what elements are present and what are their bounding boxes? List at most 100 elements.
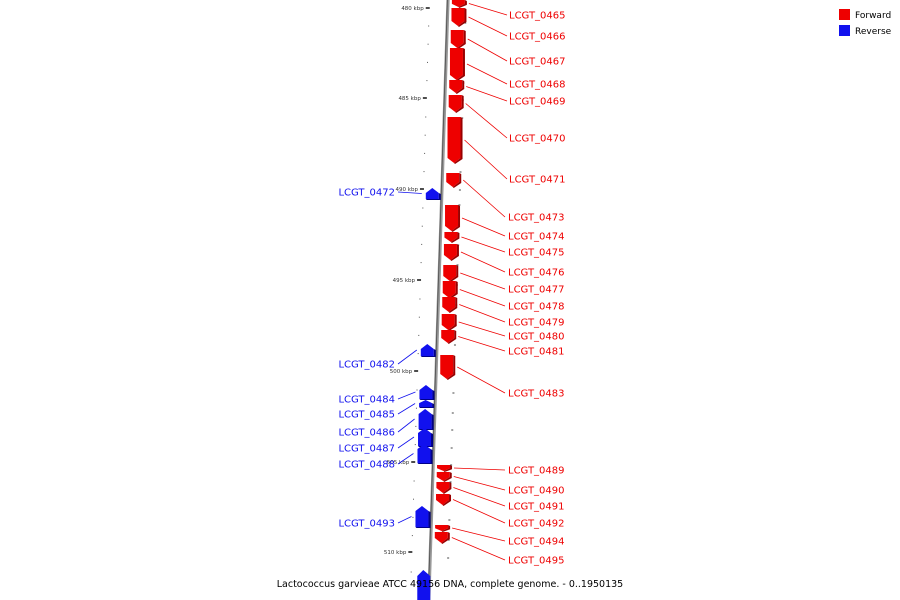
- gene-lcgt_0473[interactable]: [446, 173, 462, 188]
- gene-lcgt_0475[interactable]: [444, 232, 460, 243]
- gene-label-lcgt_0472[interactable]: LCGT_0472: [338, 188, 395, 199]
- forward-gene-arrow[interactable]: [442, 281, 456, 298]
- gene-arrow-shadow: [450, 232, 460, 243]
- gene-label-lcgt_0479[interactable]: LCGT_0479: [508, 318, 565, 329]
- gene-lcgt_0468[interactable]: [449, 48, 465, 81]
- gene-label-lcgt_0495[interactable]: LCGT_0495: [508, 556, 565, 567]
- gene-leader-line: [397, 453, 414, 465]
- gene-label-lcgt_0474[interactable]: LCGT_0474: [508, 232, 565, 243]
- gene-label-lcgt_0493[interactable]: LCGT_0493: [338, 519, 395, 530]
- gene-label-lcgt_0491[interactable]: LCGT_0491: [508, 502, 565, 513]
- forward-gene-arrow[interactable]: [436, 494, 450, 505]
- reverse-gene-arrow[interactable]: [418, 409, 432, 429]
- gene-lcgt_0466[interactable]: [451, 8, 467, 27]
- gene-lcgt_0491[interactable]: [436, 482, 452, 494]
- gene-label-lcgt_0478[interactable]: LCGT_0478: [508, 302, 565, 313]
- gene-label-lcgt_0466[interactable]: LCGT_0466: [509, 32, 566, 43]
- reverse-gene-arrow[interactable]: [425, 188, 439, 199]
- forward-gene-arrow[interactable]: [448, 95, 462, 112]
- forward-gene-arrow[interactable]: [442, 297, 456, 312]
- forward-gene-arrow[interactable]: [444, 232, 458, 242]
- gene-lcgt_0484[interactable]: [419, 385, 435, 400]
- forward-gene-arrow[interactable]: [440, 355, 454, 379]
- gene-lcgt_0495[interactable]: [434, 532, 450, 544]
- gene-label-lcgt_0469[interactable]: LCGT_0469: [509, 97, 566, 108]
- forward-gene-arrow[interactable]: [434, 532, 448, 543]
- gene-lcgt_0478[interactable]: [442, 281, 458, 299]
- forward-gene-arrow[interactable]: [437, 465, 451, 471]
- gene-label-lcgt_0480[interactable]: LCGT_0480: [508, 332, 565, 343]
- gene-label-lcgt_0467[interactable]: LCGT_0467: [509, 57, 566, 68]
- gene-lcgt_0480[interactable]: [441, 314, 457, 331]
- gene-label-lcgt_0484[interactable]: LCGT_0484: [338, 395, 395, 406]
- gene-lcgt_0477[interactable]: [443, 265, 459, 282]
- forward-gene-arrow[interactable]: [441, 314, 455, 330]
- forward-gene-arrow[interactable]: [450, 30, 464, 48]
- gene-lcgt_0486[interactable]: [418, 409, 434, 430]
- forward-gene-arrow[interactable]: [449, 80, 463, 93]
- reverse-gene-arrow[interactable]: [419, 400, 433, 407]
- gene-label-lcgt_0488[interactable]: LCGT_0488: [338, 460, 395, 471]
- gene-label-lcgt_0487[interactable]: LCGT_0487: [338, 444, 395, 455]
- gene-leader-line: [467, 38, 508, 62]
- gene-lcgt_0481[interactable]: [441, 330, 457, 344]
- gene-lcgt_0467[interactable]: [450, 30, 466, 49]
- forward-gene-arrow[interactable]: [441, 330, 455, 343]
- forward-gene-arrow[interactable]: [436, 472, 450, 481]
- gene-label-lcgt_0465[interactable]: LCGT_0465: [509, 11, 566, 22]
- reverse-gene-arrow[interactable]: [418, 428, 432, 446]
- forward-gene-arrow[interactable]: [451, 8, 465, 26]
- backbone-line: [427, 0, 450, 600]
- reverse-gene-arrow[interactable]: [419, 385, 433, 399]
- gene-lcgt_0479[interactable]: [442, 297, 458, 313]
- gene-label-lcgt_0486[interactable]: LCGT_0486: [338, 428, 395, 439]
- gene-label-lcgt_0489[interactable]: LCGT_0489: [508, 466, 565, 477]
- gene-lcgt_0483[interactable]: [440, 355, 456, 380]
- gene-lcgt_0493[interactable]: [415, 506, 431, 528]
- gene-label-lcgt_0473[interactable]: LCGT_0473: [508, 213, 565, 224]
- gene-label-lcgt_0481[interactable]: LCGT_0481: [508, 347, 565, 358]
- gene-label-lcgt_0476[interactable]: LCGT_0476: [508, 268, 565, 279]
- forward-gene-arrow[interactable]: [446, 173, 460, 187]
- gene-label-lcgt_0468[interactable]: LCGT_0468: [509, 80, 566, 91]
- legend: Forward Reverse: [839, 9, 892, 37]
- forward-gene-arrow[interactable]: [449, 48, 463, 80]
- gene-lcgt_0487[interactable]: [418, 428, 434, 447]
- forward-gene-arrow[interactable]: [436, 482, 450, 493]
- gene-label-lcgt_0490[interactable]: LCGT_0490: [508, 486, 565, 497]
- gene-label-lcgt_0494[interactable]: LCGT_0494: [508, 537, 565, 548]
- gene-lcgt_0488[interactable]: [417, 444, 433, 464]
- gene-label-lcgt_0482[interactable]: LCGT_0482: [338, 360, 395, 371]
- gene-lcgt_0476[interactable]: [443, 244, 459, 261]
- gene-lcgt_0465[interactable]: [451, 0, 467, 8]
- forward-gene-arrow[interactable]: [445, 205, 459, 231]
- gene-lcgt_0492[interactable]: [436, 494, 452, 506]
- forward-gene-arrow[interactable]: [443, 265, 457, 281]
- gene-lcgt_0482[interactable]: [420, 344, 436, 357]
- gene-leader-line: [461, 217, 506, 237]
- gene-label-lcgt_0477[interactable]: LCGT_0477: [508, 285, 565, 296]
- gene-lcgt_0472[interactable]: [425, 188, 441, 200]
- reverse-gene-arrow[interactable]: [415, 506, 429, 527]
- gene-lcgt_0469[interactable]: [449, 80, 465, 94]
- gene-label-lcgt_0483[interactable]: LCGT_0483: [508, 389, 565, 400]
- gene-label-lcgt_0471[interactable]: LCGT_0471: [509, 175, 566, 186]
- gene-lcgt_0494[interactable]: [435, 525, 451, 532]
- gene-lcgt_0490[interactable]: [436, 472, 452, 482]
- gene-lcgt_0485[interactable]: [419, 400, 435, 408]
- reverse-gene-arrow[interactable]: [417, 570, 431, 600]
- reverse-gene-arrow[interactable]: [417, 444, 431, 463]
- gene-label-lcgt_0470[interactable]: LCGT_0470: [509, 134, 566, 145]
- forward-gene-arrow[interactable]: [435, 525, 449, 531]
- gene-lcgt_0489[interactable]: [437, 465, 453, 472]
- gene-label-lcgt_0485[interactable]: LCGT_0485: [338, 410, 395, 421]
- gene-lcgt_0471[interactable]: [447, 117, 463, 164]
- gene-label-lcgt_0475[interactable]: LCGT_0475: [508, 248, 565, 259]
- gene-lcgt_0474[interactable]: [445, 205, 461, 232]
- gene-label-lcgt_0492[interactable]: LCGT_0492: [508, 519, 565, 530]
- gene-lcgt_0470[interactable]: [448, 95, 464, 113]
- forward-gene-arrow[interactable]: [447, 117, 461, 163]
- reverse-gene-arrow[interactable]: [420, 344, 434, 356]
- forward-gene-arrow[interactable]: [443, 244, 457, 260]
- forward-gene-arrow[interactable]: [451, 0, 465, 7]
